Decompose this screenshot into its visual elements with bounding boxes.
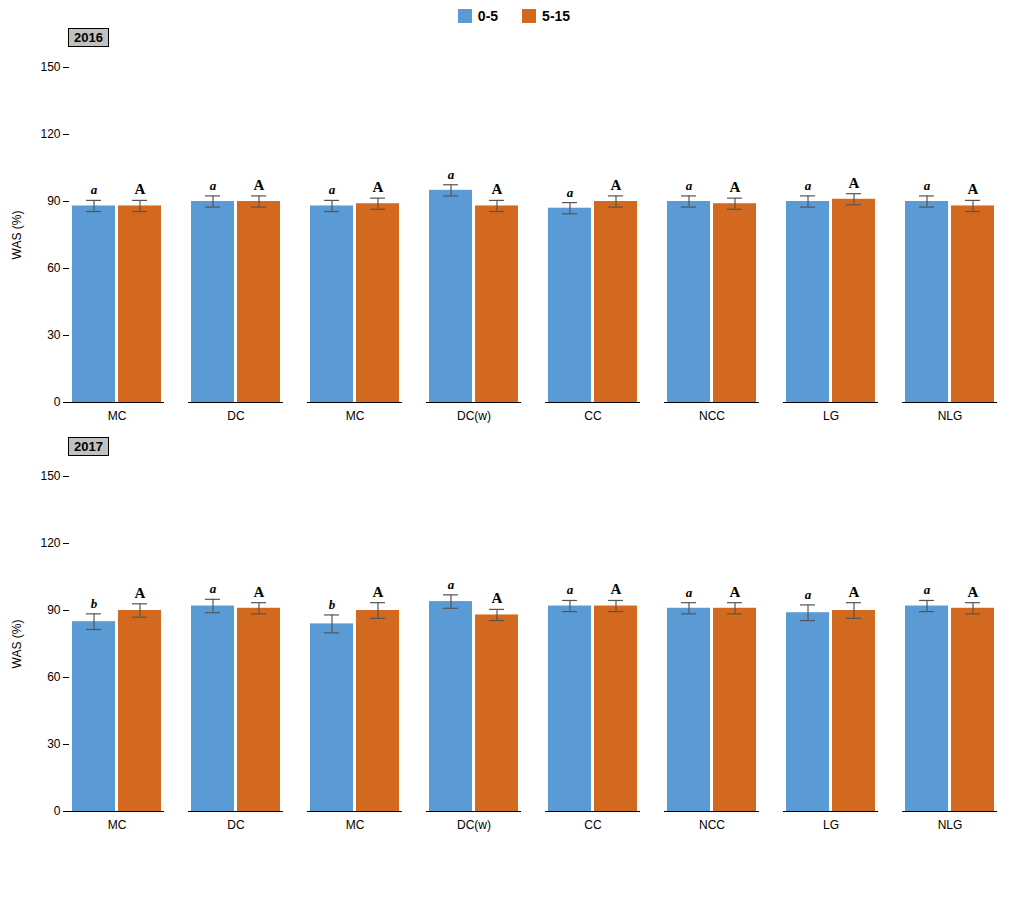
- svg-text:30: 30: [47, 737, 61, 751]
- svg-text:a: a: [805, 178, 812, 193]
- svg-text:DC: DC: [227, 818, 245, 832]
- svg-text:A: A: [373, 584, 384, 600]
- html-text:0-5: 0-5: [477, 8, 499, 24]
- svg-text:a: a: [448, 577, 455, 592]
- svg-text:DC: DC: [227, 409, 245, 423]
- svg-text:LG: LG: [823, 818, 839, 832]
- svg-text:A: A: [968, 584, 979, 600]
- svg-text:A: A: [254, 584, 265, 600]
- svg-text:a: a: [210, 178, 217, 193]
- svg-text:a: a: [210, 581, 217, 596]
- svg-text:150: 150: [40, 469, 60, 483]
- svg-text:NLG: NLG: [938, 409, 963, 423]
- svg-text:a: a: [686, 178, 693, 193]
- svg-text:A: A: [373, 179, 384, 195]
- svg-text:A: A: [135, 585, 146, 601]
- svg-text:A: A: [849, 584, 860, 600]
- svg-text:90: 90: [47, 603, 61, 617]
- svg-text:120: 120: [40, 127, 60, 141]
- svg-text:A: A: [849, 175, 860, 191]
- svg-text:A: A: [492, 181, 503, 197]
- svg-text:MC: MC: [108, 409, 127, 423]
- svg-text:a: a: [805, 587, 812, 602]
- svg-text:120: 120: [40, 536, 60, 550]
- svg-text:0: 0: [54, 395, 61, 409]
- html-text:2017: 2017: [74, 439, 103, 454]
- svg-text:A: A: [968, 181, 979, 197]
- svg-text:NCC: NCC: [699, 818, 725, 832]
- svg-text:A: A: [492, 590, 503, 606]
- svg-text:A: A: [730, 584, 741, 600]
- svg-text:DC(w): DC(w): [457, 818, 491, 832]
- svg-text:MC: MC: [108, 818, 127, 832]
- svg-text:A: A: [611, 177, 622, 193]
- svg-text:LG: LG: [823, 409, 839, 423]
- svg-text:A: A: [254, 177, 265, 193]
- svg-text:a: a: [567, 582, 574, 597]
- svg-text:60: 60: [47, 261, 61, 275]
- svg-text:0: 0: [54, 804, 61, 818]
- svg-text:150: 150: [40, 60, 60, 74]
- svg-text:a: a: [91, 182, 98, 197]
- svg-text:CC: CC: [584, 409, 602, 423]
- svg-text:a: a: [448, 167, 455, 182]
- svg-text:60: 60: [47, 670, 61, 684]
- svg-text:a: a: [686, 585, 693, 600]
- svg-text:A: A: [611, 581, 622, 597]
- svg-text:MC: MC: [346, 818, 365, 832]
- svg-text:CC: CC: [584, 818, 602, 832]
- svg-text:NLG: NLG: [938, 818, 963, 832]
- svg-text:MC: MC: [346, 409, 365, 423]
- svg-text:30: 30: [47, 328, 61, 342]
- svg-text:NCC: NCC: [699, 409, 725, 423]
- svg-text:A: A: [135, 181, 146, 197]
- svg-text:A: A: [730, 179, 741, 195]
- svg-text:a: a: [329, 182, 336, 197]
- svg-text:a: a: [924, 178, 931, 193]
- html-text:5-15: 5-15: [542, 8, 571, 24]
- svg-text:90: 90: [47, 194, 61, 208]
- svg-text:b: b: [329, 597, 336, 612]
- svg-text:b: b: [91, 596, 98, 611]
- svg-text:WAS (%): WAS (%): [10, 620, 24, 669]
- svg-text:a: a: [567, 185, 574, 200]
- svg-text:a: a: [924, 582, 931, 597]
- html-text:2016: 2016: [74, 30, 103, 45]
- svg-text:DC(w): DC(w): [457, 409, 491, 423]
- svg-text:WAS (%): WAS (%): [10, 211, 24, 260]
